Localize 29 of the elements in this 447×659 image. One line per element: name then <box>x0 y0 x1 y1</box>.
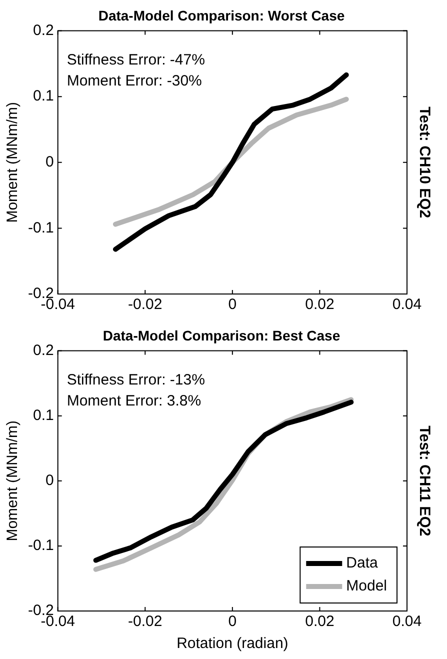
y-tick-label: 0.2 <box>32 342 54 359</box>
annotation: Moment Error: -30% <box>66 72 202 90</box>
y-tick-label: 0.1 <box>32 406 54 424</box>
x-tick-label: 0.02 <box>305 613 334 630</box>
x-tick-label: 0 <box>228 613 237 630</box>
y2-axis-title: Test: CH11 EQ2 <box>416 426 433 536</box>
chart-title: Data-Model Comparison: Best Case <box>102 327 340 344</box>
x-tick-label: 0.04 <box>392 296 422 314</box>
x-tick-label: -0.02 <box>128 613 162 630</box>
x-tick-label: -0.02 <box>128 296 162 314</box>
x-axis-title: Rotation (radian) <box>176 635 288 652</box>
y-tick-label: 0 <box>46 472 54 490</box>
annotation: Stiffness Error: -13% <box>66 371 205 388</box>
x-tick-label: 0.02 <box>305 296 334 314</box>
chart-title: Data-Model Comparison: Worst Case <box>98 7 345 24</box>
legend-label: Data <box>346 554 378 572</box>
annotation: Moment Error: 3.8% <box>66 392 202 410</box>
x-tick-label: 0.04 <box>392 613 422 630</box>
y-tick-label: -0.1 <box>28 219 54 236</box>
y-tick-label: 0.2 <box>32 22 54 39</box>
y2-axis-title: Test: CH10 EQ2 <box>416 106 433 218</box>
y-axis-title: Moment (MNm/m) <box>4 102 22 223</box>
y-tick-label: 0 <box>46 154 54 171</box>
y-tick-label: 0.1 <box>32 88 54 105</box>
legend-label: Model <box>346 578 388 595</box>
x-tick-label: 0 <box>228 296 237 314</box>
annotation: Stiffness Error: -47% <box>66 51 205 68</box>
y-tick-label: -0.1 <box>28 537 54 554</box>
y-axis-title: Moment (MNm/m) <box>4 420 22 542</box>
